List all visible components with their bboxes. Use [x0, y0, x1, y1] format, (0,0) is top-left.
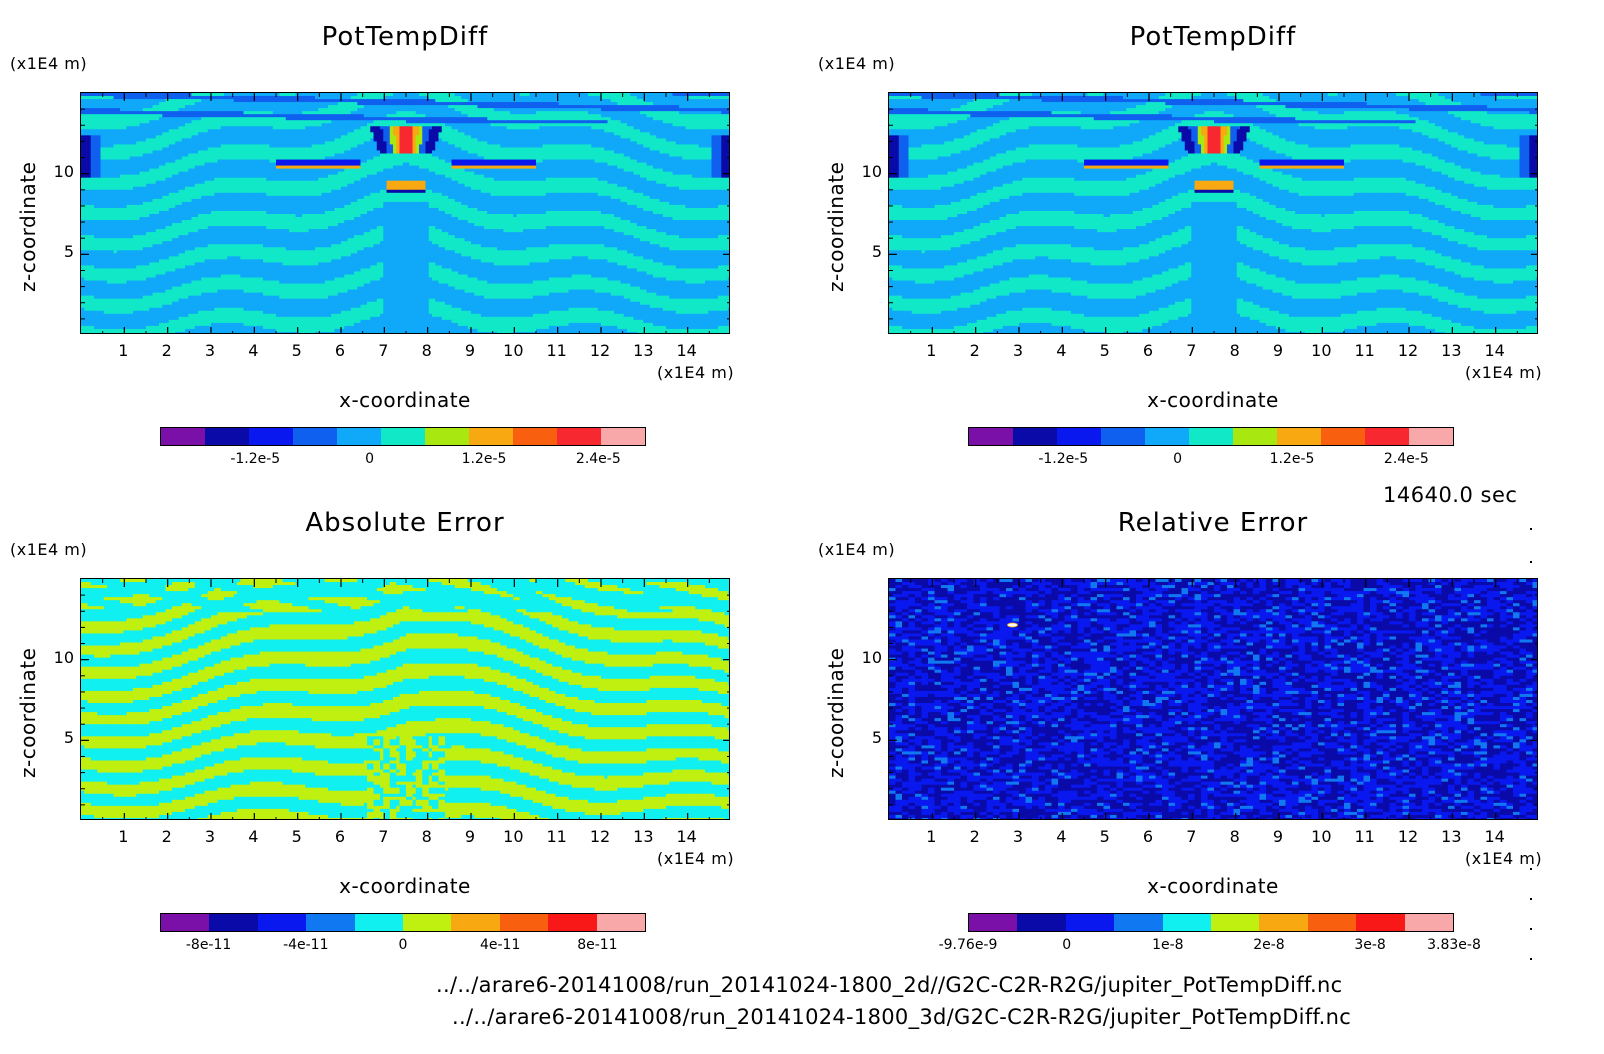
chart-title: PotTempDiff [80, 24, 730, 50]
y-unit-label: (x1E4 m) [10, 56, 87, 72]
panel-1: PotTempDiff (x1E4 m) z-coordinate 1 2 3 4 5 6 7 8 9… [0, 0, 808, 486]
heatmap-svg [81, 93, 730, 334]
y-axis-title: z-coordinate [18, 162, 38, 292]
plot-area [80, 92, 730, 334]
